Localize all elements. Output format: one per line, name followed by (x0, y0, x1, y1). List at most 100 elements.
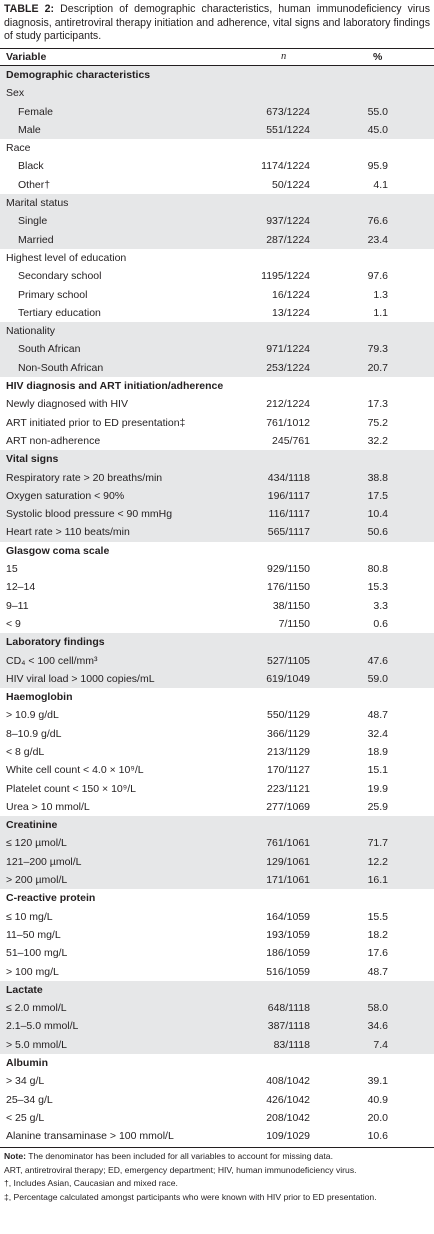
table-row: < 9 7/1150 0.6 (0, 615, 434, 633)
table-row: Married 287/1224 23.4 (0, 230, 434, 249)
pct-cell: 23.4 (367, 233, 388, 246)
pct-cell: 1.3 (373, 288, 388, 301)
pct-cell: 19.9 (367, 782, 388, 795)
table-row: C-reactive protein (0, 889, 434, 907)
n-cell: 366/1129 (266, 727, 310, 740)
table-row: 11–50 mg/L 193/1059 18.2 (0, 926, 434, 944)
n-cell: 129/1061 (266, 855, 310, 868)
table-row: Alanine transaminase > 100 mmol/L 109/102… (0, 1127, 434, 1145)
pct-cell: 17.5 (367, 489, 388, 502)
pct-cell: 75.2 (367, 416, 388, 429)
n-cell: 648/1118 (267, 1002, 310, 1015)
table-row: Vital signs (0, 450, 434, 469)
row-label: White cell count < 4.0 × 10⁹/L (6, 764, 144, 777)
table-row: 51–100 mg/L 186/1059 17.6 (0, 944, 434, 962)
table-row: Tertiary education 13/1224 1.1 (0, 304, 434, 322)
n-cell: 1174/1224 (261, 160, 310, 173)
table-row: ≤ 2.0 mmol/L 648/1118 58.0 (0, 999, 434, 1018)
table-row: HIV diagnosis and ART initiation/adheren… (0, 377, 434, 395)
table-row: Nationality (0, 322, 434, 341)
row-label: 11–50 mg/L (6, 928, 61, 941)
table-row: ≤ 120 µmol/L 761/1061 71.7 (0, 834, 434, 853)
row-label: Female (18, 105, 54, 118)
note: †, Includes Asian, Caucasian and mixed r… (4, 1178, 178, 1189)
row-label: < 9 (6, 617, 21, 630)
pct-cell: 20.7 (367, 361, 388, 374)
pct-cell: 10.4 (367, 508, 388, 521)
row-label: > 200 µmol/L (6, 874, 68, 887)
row-label: 15 (6, 563, 18, 576)
table-row: 25–34 g/L 426/1042 40.9 (0, 1091, 434, 1109)
table-row: Haemoglobin (0, 688, 434, 706)
table-row: Systolic blood pressure < 90 mmHg 116/111… (0, 505, 434, 524)
table-row: Creatinine (0, 816, 434, 835)
table-row: Oxygen saturation < 90% 196/1117 17.5 (0, 486, 434, 506)
row-label: Lactate (6, 983, 43, 996)
pct-cell: 15.1 (367, 764, 388, 777)
row-label: Oxygen saturation < 90% (6, 489, 125, 502)
row-label: Nationality (6, 325, 56, 338)
row-label: Laboratory findings (6, 636, 105, 649)
pct-cell: 20.0 (367, 1111, 388, 1124)
pct-cell: 45.0 (367, 123, 388, 136)
table-row: CD₄ < 100 cell/mm³ 527/1105 47.6 (0, 651, 434, 670)
n-cell: 13/1224 (272, 306, 310, 319)
n-cell: 673/1224 (266, 105, 310, 118)
table-row: South African 971/1224 79.3 (0, 340, 434, 359)
row-label: Single (18, 215, 48, 228)
row-label: 25–34 g/L (6, 1093, 53, 1106)
pct-cell: 47.6 (367, 654, 388, 667)
n-cell: 426/1042 (266, 1093, 310, 1106)
n-cell: 1195/1224 (261, 270, 310, 283)
table-row: Primary school 16/1224 1.3 (0, 286, 434, 304)
row-label: CD₄ < 100 cell/mm³ (6, 654, 98, 667)
pct-cell: 71.7 (367, 837, 388, 850)
pct-cell: 15.5 (367, 910, 388, 923)
table-row: Marital status (0, 194, 434, 213)
row-label: HIV viral load > 1000 copies/mL (6, 672, 155, 685)
n-cell: 16/1224 (272, 288, 310, 301)
table-row: Urea > 10 mmol/L 277/1069 25.9 (0, 798, 434, 816)
pct-cell: 3.3 (373, 599, 388, 612)
table-row: < 8 g/dL 213/1129 18.9 (0, 743, 434, 761)
table-row: Non-South African 253/1224 20.7 (0, 358, 434, 378)
row-label: Demographic characteristics (6, 69, 151, 81)
row-label: > 10.9 g/dL (6, 709, 59, 722)
table-row: Newly diagnosed with HIV 212/1224 17.3 (0, 395, 434, 413)
row-label: Newly diagnosed with HIV (6, 398, 128, 411)
pct-cell: 17.6 (367, 947, 388, 960)
table-row: White cell count < 4.0 × 10⁹/L 170/1127 15… (0, 761, 434, 779)
row-label: ≤ 120 µmol/L (6, 837, 67, 850)
n-cell: 116/1117 (268, 508, 310, 521)
row-label: 8–10.9 g/dL (6, 727, 62, 740)
n-cell: 7/1150 (278, 617, 310, 630)
table-row: Other† 50/1224 4.1 (0, 176, 434, 194)
row-label: ART initiated prior to ED presentation‡ (6, 416, 186, 429)
row-label: Glasgow coma scale (6, 544, 110, 557)
table-row: 2.1–5.0 mmol/L 387/1118 34.6 (0, 1017, 434, 1036)
pct-cell: 25.9 (367, 800, 388, 813)
table-row: Platelet count < 150 × 10⁹/L 223/1121 19.9 (0, 780, 434, 798)
n-cell: 277/1069 (266, 800, 310, 813)
pct-cell: 16.1 (367, 874, 388, 887)
note-lead: Note: (4, 1151, 26, 1161)
row-label: ≤ 2.0 mmol/L (6, 1002, 67, 1015)
row-label: 121–200 µmol/L (6, 855, 82, 868)
row-label: > 100 mg/L (6, 965, 59, 978)
table-row: Race (0, 139, 434, 157)
n-cell: 565/1117 (267, 526, 310, 539)
table-row: Secondary school 1195/1224 97.6 (0, 267, 434, 285)
row-label: Secondary school (18, 270, 102, 283)
pct-cell: 1.1 (373, 306, 388, 319)
row-label: Married (18, 233, 54, 246)
row-label: 2.1–5.0 mmol/L (6, 1020, 79, 1033)
caption-text: Description of demographic characteristi… (4, 3, 430, 43)
table-row: Glasgow coma scale (0, 542, 434, 560)
row-label: Sex (6, 87, 25, 100)
pct-cell: 32.4 (367, 727, 388, 740)
row-label: HIV diagnosis and ART initiation/adheren… (6, 380, 224, 393)
n-cell: 761/1012 (266, 416, 310, 429)
table-row: Male 551/1224 45.0 (0, 120, 434, 140)
table-row: Highest level of education (0, 249, 434, 267)
n-cell: 253/1224 (266, 361, 310, 374)
